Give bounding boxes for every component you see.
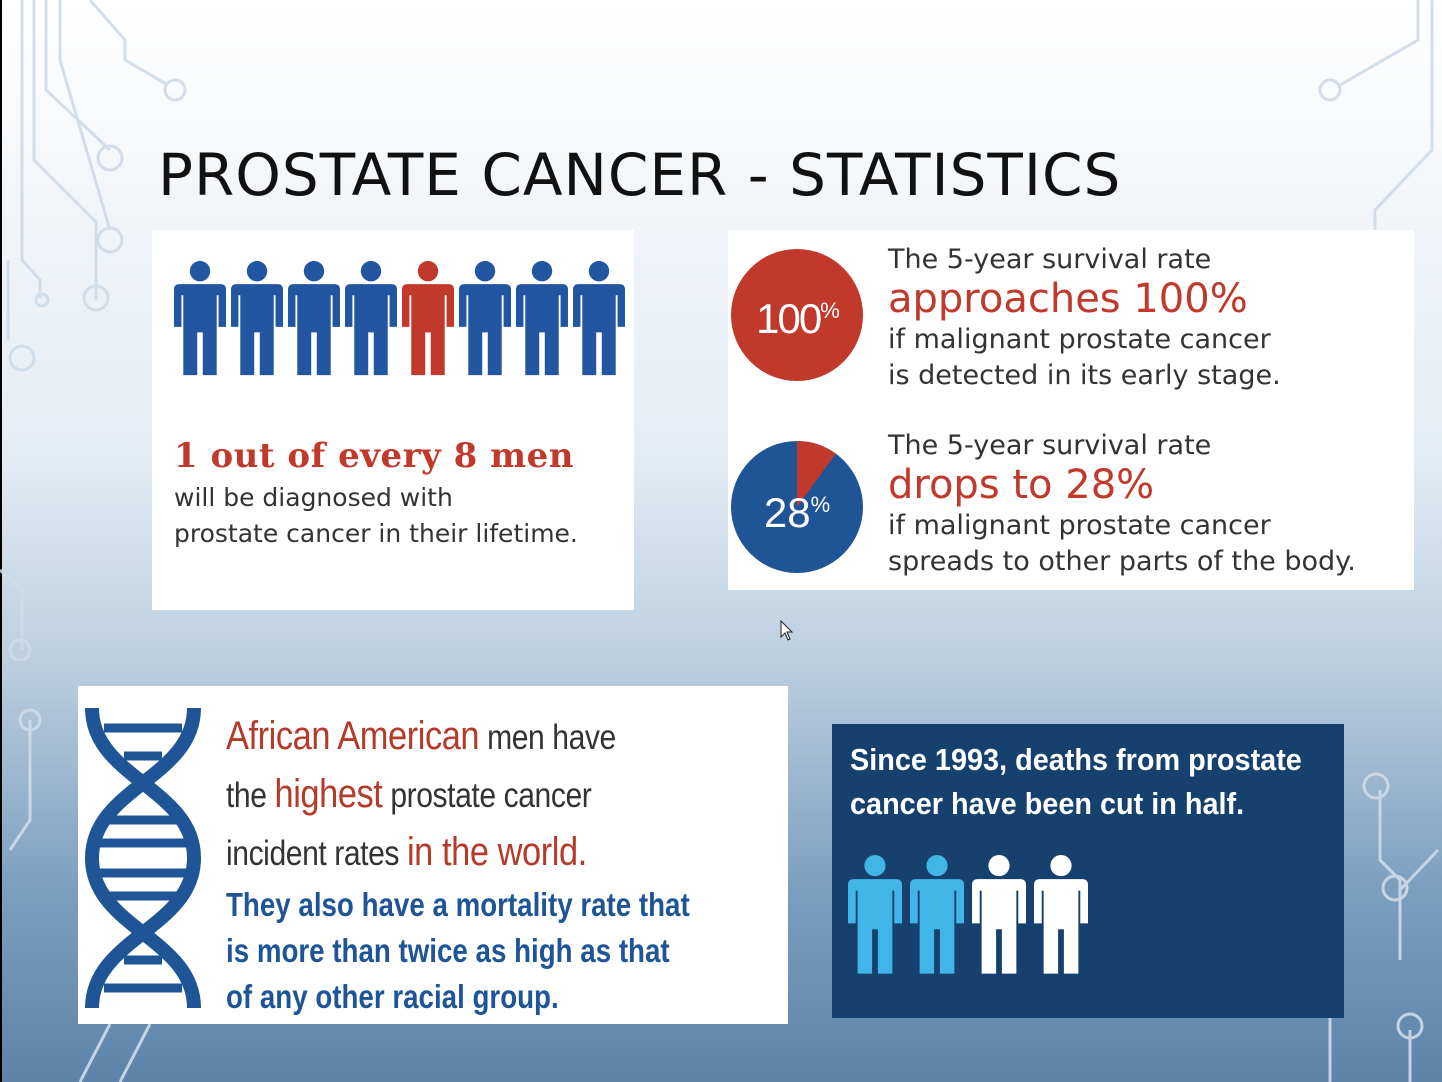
men-figures-group: [174, 260, 625, 376]
african-mortality-line1: They also have a mortality rate that: [226, 886, 690, 923]
survival-pie-early: [731, 249, 863, 381]
survival-pie-spread-unit: %: [810, 492, 831, 517]
african-line3-highlight: in the world.: [406, 830, 587, 874]
dna-icon: [84, 708, 202, 1008]
african-american-panel: African American men have the highest pr…: [78, 686, 788, 1024]
african-line3: incident rates in the world.: [226, 824, 708, 882]
person-figure-blue: [848, 854, 902, 974]
man-figure: [345, 260, 397, 376]
african-line3-start: incident rates: [226, 834, 407, 873]
survival-pie-spread-slice: [797, 441, 836, 507]
slide-left-border: [0, 0, 2, 1082]
survival-pie-spread-label: 28%: [730, 492, 864, 534]
person-figure-white: [1034, 854, 1088, 974]
incidence-headline: 1 out of every 8 men: [174, 436, 574, 476]
african-line2: the highest prostate cancer: [226, 766, 708, 824]
survival-spread-text: The 5-year survival rate drops to 28% if…: [888, 430, 1408, 580]
slide-title: PROSTATE CANCER - STATISTICS: [158, 141, 1122, 209]
incidence-panel: 1 out of every 8 men will be diagnosed w…: [152, 230, 634, 610]
survival-early-lead: The 5-year survival rate: [888, 244, 1212, 275]
person-figure-blue: [910, 854, 964, 974]
incidence-body-line1: will be diagnosed with: [174, 483, 453, 512]
deaths-line1: Since 1993, deaths from prostate: [850, 742, 1302, 777]
african-mortality-line3: of any other racial group.: [226, 978, 559, 1015]
african-mortality-line2: is more than twice as high as that: [226, 932, 670, 969]
survival-spread-highlight: drops to 28%: [888, 462, 1155, 508]
incidence-body: will be diagnosed with prostate cancer i…: [174, 480, 634, 552]
survival-pie-early-value: 100: [756, 295, 822, 342]
survival-pie-early-label: 100%: [730, 298, 864, 340]
deaths-figures-group: [848, 854, 1088, 974]
person-figure-white: [972, 854, 1026, 974]
african-line1-highlight: African American: [226, 714, 480, 758]
man-figure-highlighted: [402, 260, 454, 376]
deaths-panel: Since 1993, deaths from prostate cancer …: [832, 724, 1344, 1018]
african-american-text: African American men have the highest pr…: [226, 708, 786, 1020]
man-figure: [573, 260, 625, 376]
survival-early-text: The 5-year survival rate approaches 100%…: [888, 244, 1408, 394]
man-figure: [516, 260, 568, 376]
african-line2-rest: prostate cancer: [382, 776, 592, 815]
survival-pie-spread-value: 28: [763, 489, 811, 536]
man-figure: [459, 260, 511, 376]
survival-early-highlight: approaches 100%: [888, 276, 1248, 322]
survival-spread-lead: The 5-year survival rate: [888, 430, 1212, 461]
survival-spread-tail1: if malignant prostate cancer: [888, 510, 1271, 541]
survival-early-tail1: if malignant prostate cancer: [888, 324, 1271, 355]
deaths-text: Since 1993, deaths from prostate cancer …: [850, 738, 1306, 826]
african-line2-start: the: [226, 776, 275, 815]
survival-pie-early-base: [731, 249, 863, 381]
survival-pie-spread: [731, 441, 863, 573]
african-line1-rest: men have: [479, 718, 616, 757]
man-figure: [174, 260, 226, 376]
african-line2-highlight: highest: [274, 772, 383, 816]
survival-panel: 100% The 5-year survival rate approaches…: [728, 230, 1414, 590]
survival-pie-early-unit: %: [820, 298, 840, 323]
mouse-cursor-icon: [780, 620, 794, 641]
incidence-body-line2: prostate cancer in their lifetime.: [174, 519, 578, 548]
deaths-line2: cancer have been cut in half.: [850, 786, 1245, 821]
survival-spread-tail2: spreads to other parts of the body.: [888, 546, 1356, 577]
african-line1: African American men have: [226, 708, 708, 766]
man-figure: [231, 260, 283, 376]
survival-early-tail2: is detected in its early stage.: [888, 360, 1281, 391]
man-figure: [288, 260, 340, 376]
